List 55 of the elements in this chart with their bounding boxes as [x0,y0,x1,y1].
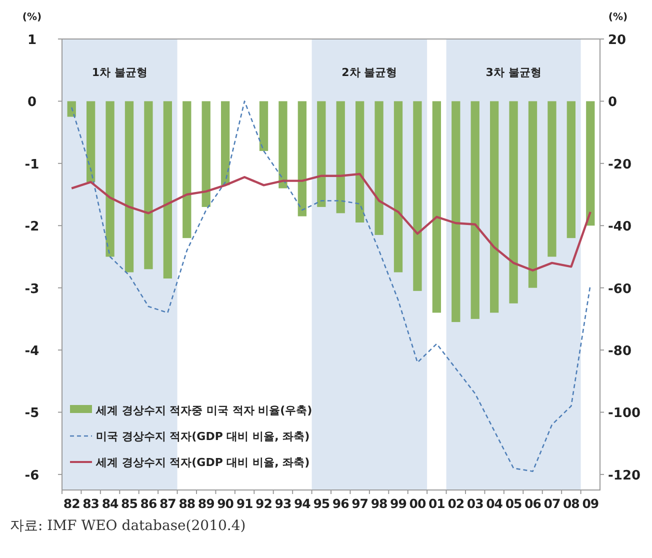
x-tick-label: 09 [582,496,599,511]
x-tick-label: 91 [236,496,253,511]
x-tick-label: 01 [428,496,445,511]
y-tick-label: 1 [27,33,37,48]
x-tick-label: 97 [352,496,368,511]
y2-tick-label: 20 [608,33,626,48]
x-tick-label: 84 [102,496,120,511]
text: 자료: IMF WEO database(2010.4) [10,518,246,534]
x-tick-label: 02 [448,496,464,511]
x-tick-label: 93 [274,496,292,511]
y-tick-label: -1 [24,157,40,172]
x-tick-label: 00 [409,496,426,511]
y-tick-label: 0 [27,95,37,110]
x-tick-label: 03 [466,496,484,511]
x-tick-label: 05 [505,496,522,511]
y-tick-label: -4 [24,344,40,360]
y2-tick-label: -120 [608,468,641,484]
y2-tick-label: -100 [608,406,641,422]
y-tick-label: -6 [24,468,40,484]
x-tick-label: 88 [178,496,196,511]
y-tick-label: -3 [24,282,40,297]
x-tick-label: 99 [390,496,406,511]
x-tick-label: 86 [140,496,158,511]
x-tick-label: 85 [121,496,138,511]
legend-label: 세계 경상수지 적자중 미국 적자 비율(우축) [95,404,312,417]
y-axis-title: (%) [22,12,42,23]
legend-label: 세계 경상수지 적자(GDP 대비 비율, 좌축) [95,456,310,469]
x-tick-label: 96 [332,496,350,511]
band-label: 3차 불균형 [486,66,542,79]
x-tick-label: 87 [159,496,176,511]
x-tick-label: 82 [63,496,80,511]
x-tick-label: 92 [256,496,272,511]
x-tick-label: 06 [524,496,542,511]
x-tick-label: 95 [313,496,330,511]
y2-tick-label: -60 [608,282,632,297]
x-tick-label: 89 [198,496,214,511]
line-series [70,100,592,472]
y2-tick-label: -20 [608,157,632,172]
y2-tick-label: -80 [608,344,632,360]
band-label: 2차 불균형 [342,66,398,79]
x-tick-label: 04 [486,496,504,511]
x-tick-label: 98 [370,496,388,511]
x-tick-label: 08 [562,496,580,511]
x-tick-label: 83 [82,496,100,511]
x-tick-label: 94 [294,496,312,511]
y-tick-label: -5 [24,406,40,422]
y-tick-label: -2 [24,220,40,235]
line-series [70,172,592,272]
y2-axis-title: (%) [608,12,628,23]
legend-label: 미국 경상수지 적자(GDP 대비 비율, 좌축) [96,430,310,443]
y2-tick-label: 0 [608,95,618,110]
band-label: 1차 불균형 [92,66,148,79]
x-tick-label: 90 [217,496,234,511]
x-tick-label: 07 [544,496,560,511]
y2-tick-label: -40 [608,220,632,235]
